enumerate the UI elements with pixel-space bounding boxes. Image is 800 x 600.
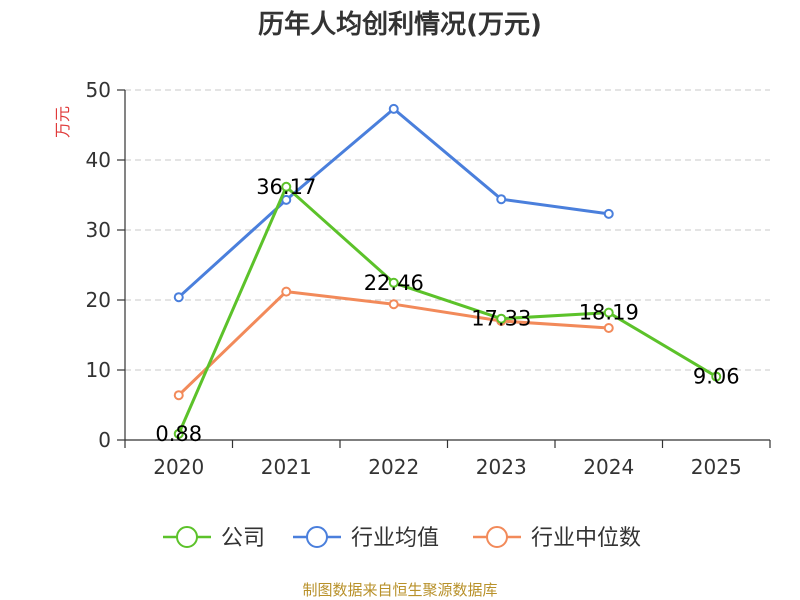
data-label: 17.33 [471,307,531,331]
series-company [173,181,722,439]
data-point [603,323,614,333]
data-point [388,103,399,114]
series-industry-mean [173,103,614,303]
y-tick-label: 50 [86,78,111,102]
series-line [177,107,609,299]
data-point [281,181,292,192]
data-label: 18.19 [579,301,639,325]
x-tick-label: 2024 [583,455,634,479]
y-tick-label: 10 [86,358,111,382]
x-tick-label: 2020 [153,455,204,479]
data-point [496,194,507,205]
data-label: 9.06 [693,365,740,389]
legend-label: 行业中位数 [531,526,641,551]
data-point [173,292,184,303]
x-tick-label: 2023 [476,455,527,479]
legend-item: 行业中位数 [473,526,641,551]
data-label: 0.88 [155,422,202,446]
data-point [496,313,507,324]
y-tick-label: 0 [98,428,111,452]
axes: 0 10 20 30 40 50 2020 2021 2022 2023 2024 2025 [86,78,771,479]
y-tick-label: 20 [86,288,111,312]
series-industry-median [173,286,614,401]
data-point [173,390,184,401]
y-tick-label: 40 [86,148,111,172]
legend: 公司 行业均值 行业中位数 [163,526,641,551]
source-note: 制图数据来自恒生聚源数据库 [302,581,497,599]
y-tick-label: 30 [86,218,111,242]
legend-swatch-marker [306,526,328,548]
legend-swatch-marker [486,526,508,548]
data-labels: 0.88 36.17 22.46 17.33 18.19 9.06 [155,175,739,446]
data-point [281,286,292,297]
legend-swatch-marker [176,526,198,548]
legend-label: 行业均值 [351,526,439,551]
series-line [177,185,718,435]
data-label: 22.46 [364,271,424,295]
grid-lines [125,89,770,371]
data-point [388,277,399,288]
x-tick-label: 2021 [261,455,312,479]
legend-item: 公司 [163,526,265,551]
data-point [711,371,722,382]
data-point [281,194,292,205]
data-point [173,428,184,439]
chart-title: 历年人均创利情况(万元) [258,9,542,40]
data-point [388,299,399,310]
data-label: 36.17 [256,175,316,199]
series-layer [173,103,722,439]
legend-item: 行业均值 [293,526,439,551]
y-axis-unit: 万元 [53,106,72,138]
data-point [603,208,614,219]
data-point [603,307,614,318]
x-tick-label: 2022 [368,455,419,479]
x-tick-label: 2025 [691,455,742,479]
legend-label: 公司 [221,526,265,551]
